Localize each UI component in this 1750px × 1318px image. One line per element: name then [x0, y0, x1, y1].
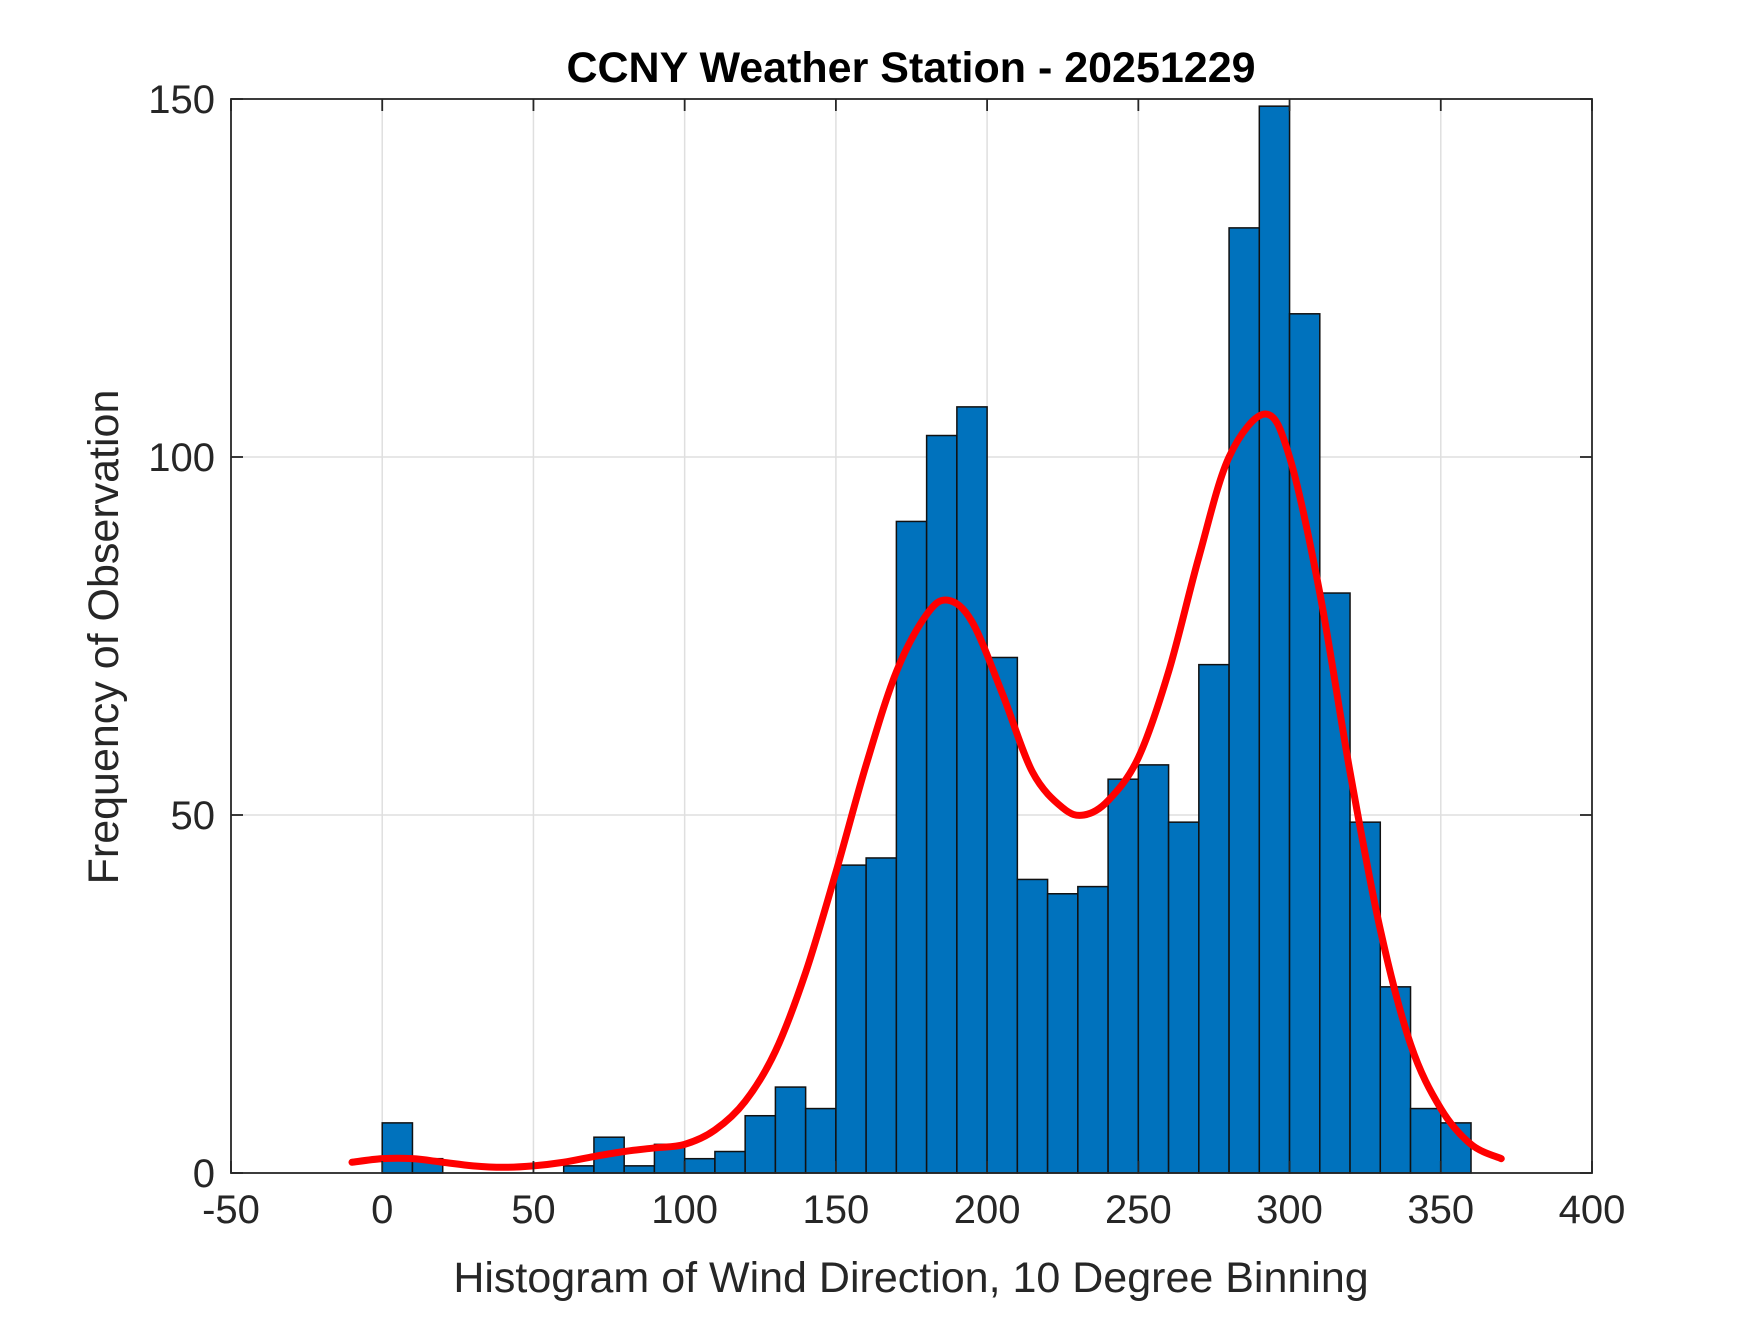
histogram-bar [1167, 821, 1200, 1174]
x-axis-label: Histogram of Wind Direction, 10 Degree B… [453, 1254, 1368, 1302]
histogram-bar [1046, 893, 1079, 1174]
y-axis-label: Frequency of Observation [80, 390, 128, 885]
y-tick-label: 100 [148, 436, 215, 480]
x-tick-label: 300 [1256, 1188, 1323, 1232]
histogram-bar [1016, 878, 1049, 1174]
histogram-bar [895, 520, 928, 1174]
histogram-bar [1107, 778, 1140, 1174]
histogram-bar [1288, 313, 1321, 1174]
x-tick-label: 0 [371, 1188, 393, 1232]
y-tick-label: 150 [148, 78, 215, 122]
x-tick-label: 200 [954, 1188, 1021, 1232]
histogram-bar [683, 1157, 716, 1174]
histogram-bar [381, 1122, 414, 1174]
x-tick-label: 150 [803, 1188, 870, 1232]
histogram-bar [1379, 986, 1412, 1174]
fit-curve-group [348, 410, 1505, 1171]
y-tick-label: 50 [171, 794, 216, 838]
histogram-bar [804, 1107, 837, 1174]
histogram-bars [381, 105, 1472, 1174]
histogram-bar [774, 1086, 807, 1174]
histogram-bar [956, 406, 988, 1174]
histogram-bar [562, 1165, 595, 1174]
histogram-bar [1258, 105, 1291, 1174]
x-tick-label: 250 [1105, 1188, 1172, 1232]
histogram-bar [623, 1165, 656, 1174]
histogram-bar [1198, 663, 1230, 1174]
chart-title: CCNY Weather Station - 20251229 [566, 44, 1255, 92]
histogram-bar [1228, 227, 1261, 1174]
histogram-bar [714, 1150, 746, 1174]
histogram-bar [835, 864, 867, 1174]
x-tick-label: 400 [1559, 1188, 1626, 1232]
histogram-bar [986, 656, 1019, 1174]
histogram-bar [744, 1114, 777, 1174]
fit-curve-line [348, 410, 1505, 1171]
histogram-bar [1349, 821, 1382, 1174]
histogram-bar [865, 857, 898, 1174]
x-tick-label: 100 [651, 1188, 718, 1232]
histogram-bar [1409, 1107, 1442, 1174]
plot-box [230, 98, 1593, 1174]
axes-frame [230, 98, 1593, 1174]
x-tick-label: -50 [202, 1188, 260, 1232]
x-tick-label: 350 [1407, 1188, 1474, 1232]
histogram-bar [1137, 764, 1170, 1174]
x-tick-label: 50 [511, 1188, 556, 1232]
y-tick-label: 0 [193, 1152, 215, 1196]
histogram-bar [925, 434, 958, 1174]
histogram-bar [1077, 885, 1109, 1174]
